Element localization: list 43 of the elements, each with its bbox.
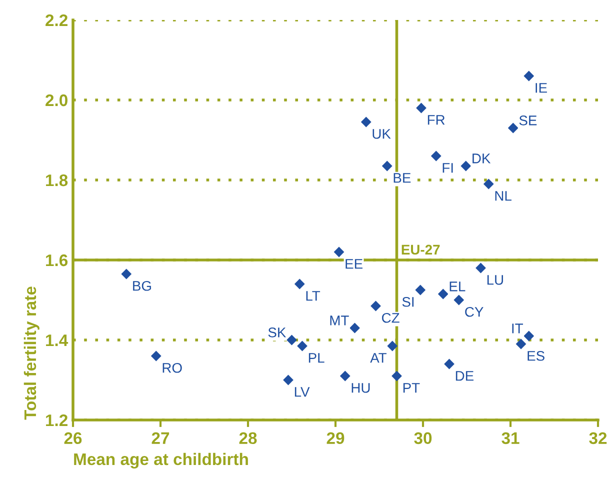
annotation: IE	[536, 83, 547, 93]
annotation: FI	[442, 163, 453, 173]
annotation: LU	[487, 275, 503, 285]
y-axis-title: Total fertility rate	[24, 286, 40, 420]
y-tick-label: 2.2	[46, 14, 68, 26]
y-tick-label: 1.4	[46, 334, 68, 346]
annotation: BG	[133, 280, 151, 291]
annotation: PL	[308, 353, 324, 363]
annotation: DE	[456, 371, 474, 381]
x-tick-label: 30	[414, 432, 432, 444]
y-tick-label: 1.2	[46, 414, 68, 426]
annotation: PT	[403, 383, 420, 393]
y-tick-label: 1.6	[46, 254, 68, 266]
annotation: CY	[465, 306, 484, 317]
annotation: ES	[528, 350, 544, 361]
ref-line-label: EU-27	[402, 244, 440, 255]
annotation: SE	[519, 116, 537, 126]
x-tick-label: 29	[326, 432, 344, 444]
annotation: LV	[294, 387, 310, 397]
annotation: HU	[352, 383, 370, 393]
annotation: BE	[394, 173, 411, 183]
x-tick-label: 31	[502, 432, 520, 444]
annotation: EE	[346, 259, 362, 269]
x-tick-label: 26	[64, 432, 82, 444]
annotation: IT	[512, 324, 524, 334]
x-tick-label: 32	[589, 432, 607, 444]
annotation: EL	[450, 282, 466, 292]
annotation: AT	[370, 353, 386, 363]
annotation: RO	[162, 362, 182, 373]
annotation: NL	[495, 191, 512, 201]
annotation: UK	[372, 129, 391, 139]
annotation: MT	[330, 316, 349, 326]
x-tick-label: 27	[152, 432, 170, 444]
y-tick-label: 2.0	[46, 94, 68, 106]
y-tick-label: 1.8	[46, 174, 68, 186]
annotation: DK	[472, 154, 491, 164]
annotation: LT	[306, 291, 320, 301]
annotation: FR	[428, 115, 445, 125]
annotation: SI	[402, 296, 414, 307]
annotation: SK	[268, 328, 286, 338]
x-tick-label: 28	[239, 432, 257, 444]
x-axis-title: Mean age at childbirth	[74, 452, 248, 469]
annotation: CZ	[382, 312, 400, 323]
